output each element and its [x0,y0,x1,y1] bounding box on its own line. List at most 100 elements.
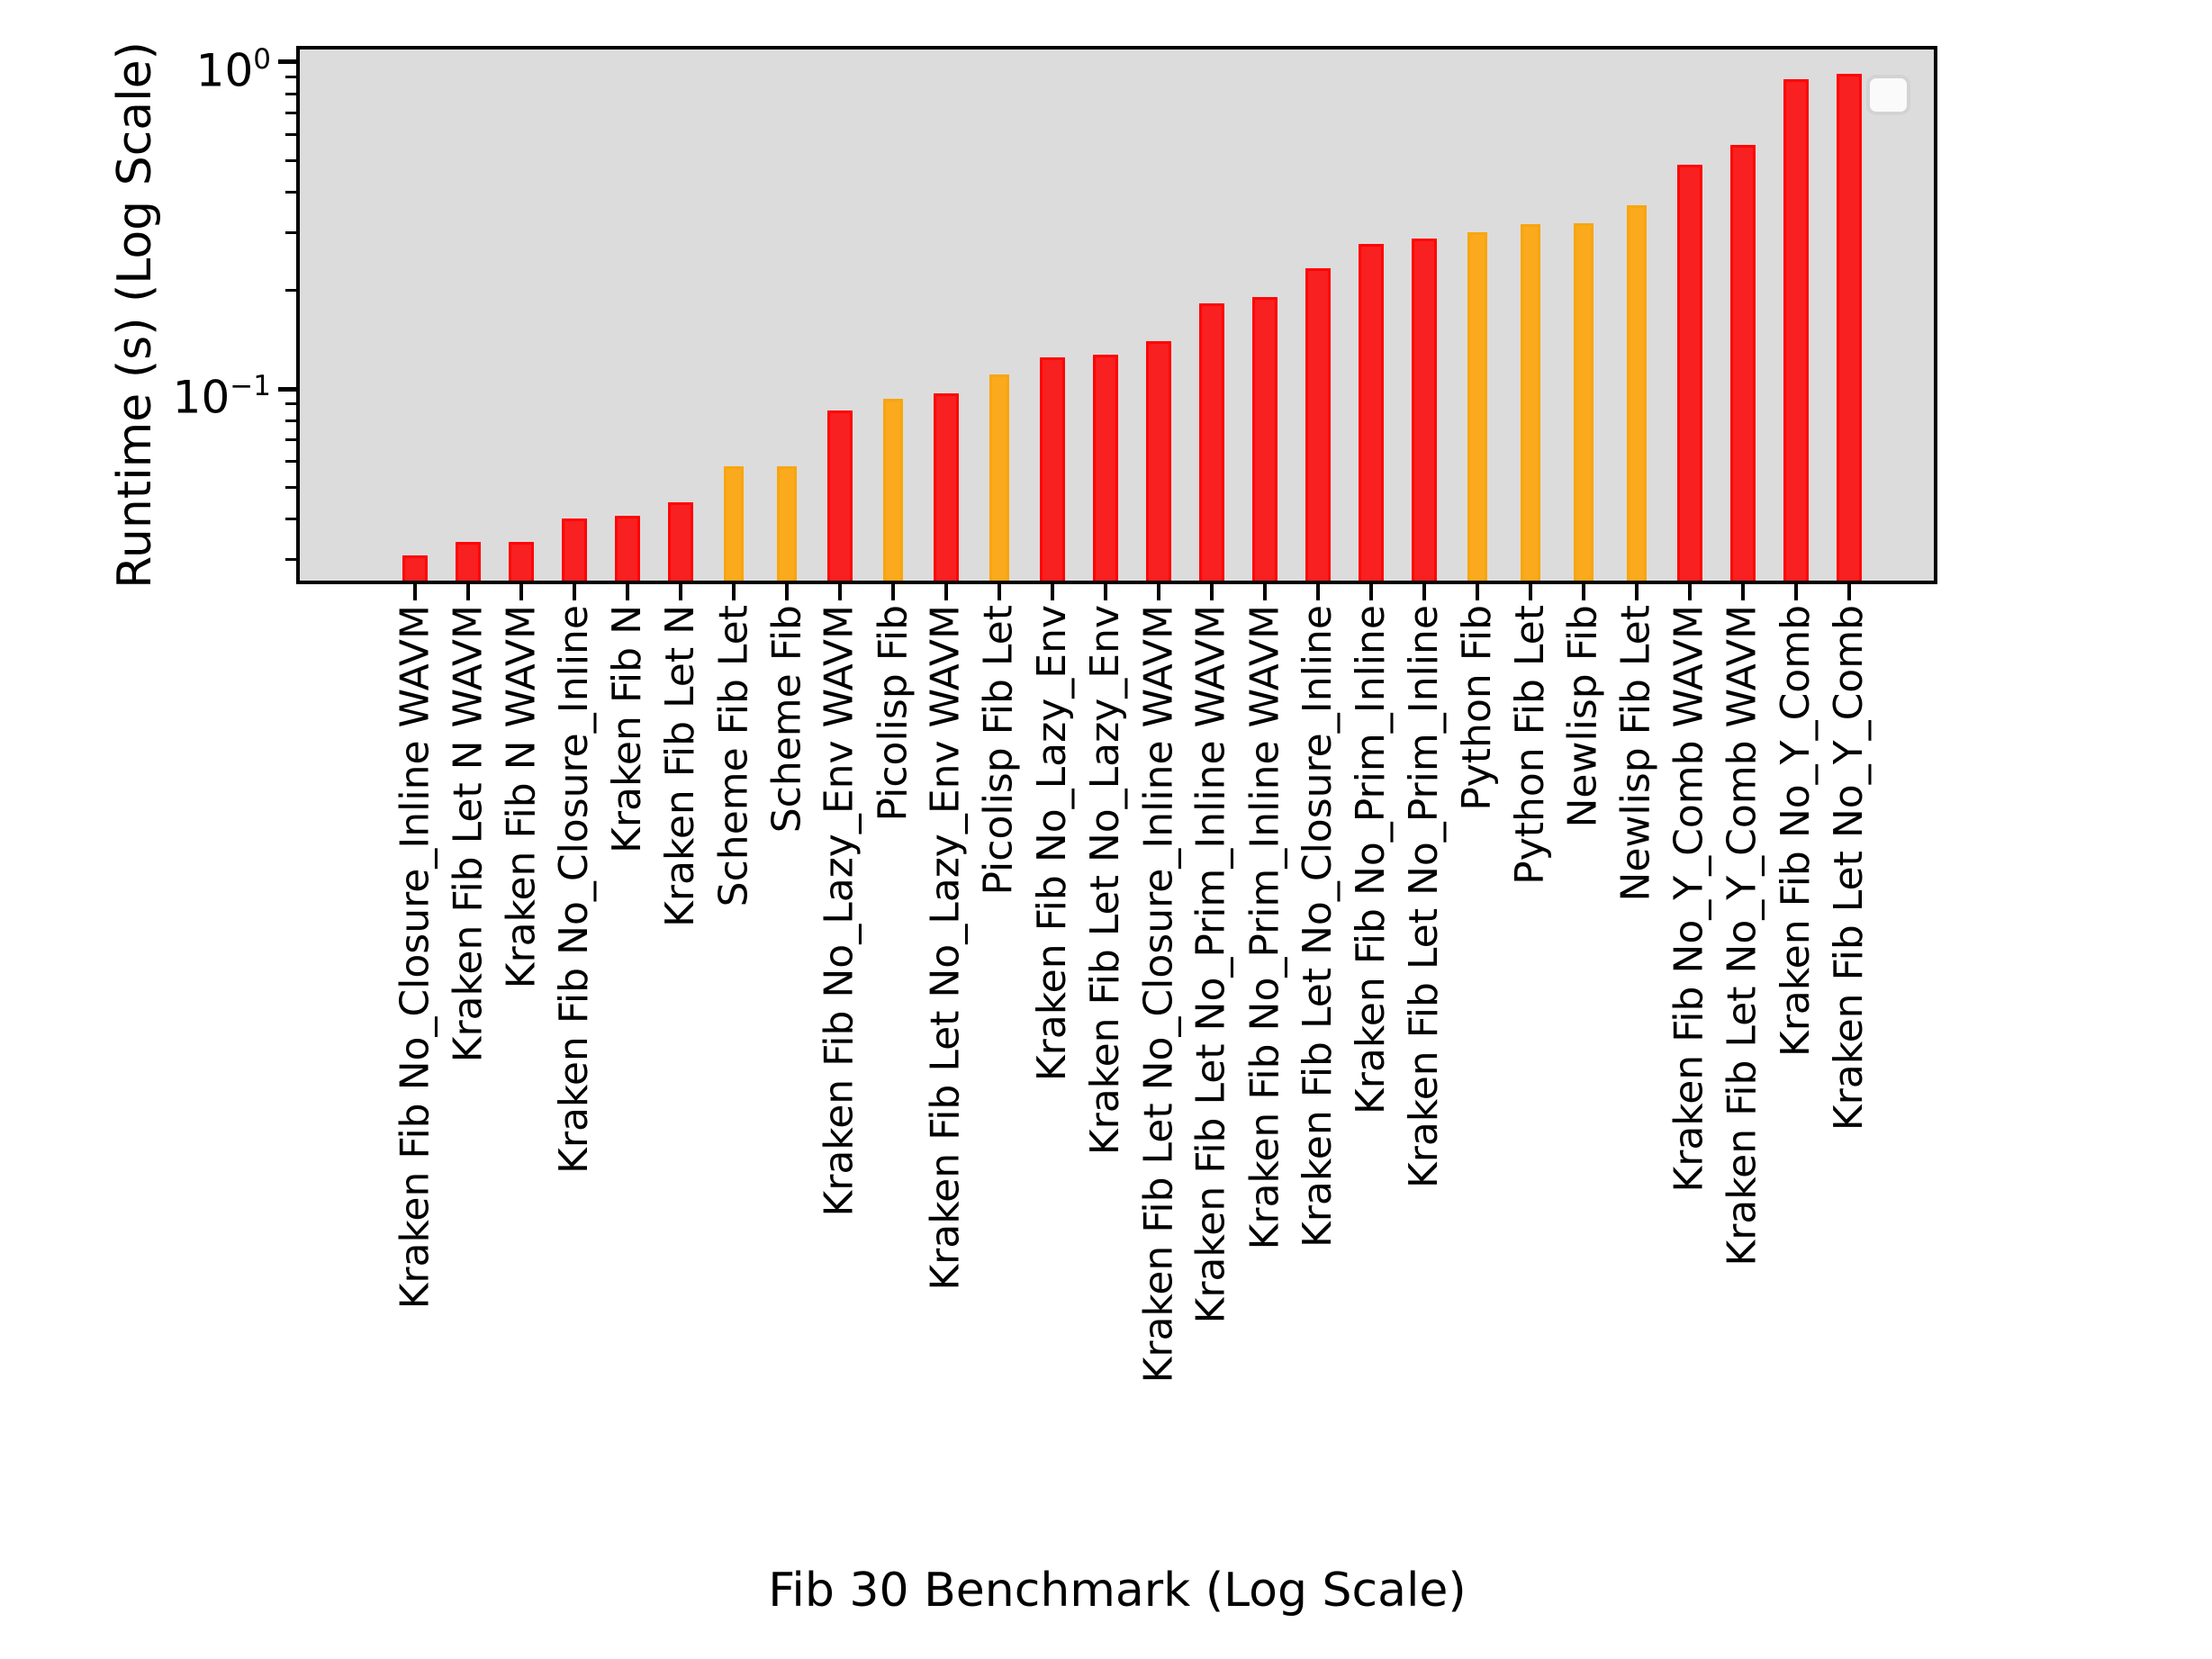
x-tick-mark [626,584,629,600]
x-tick-mark [679,584,682,600]
y-minor-tick-mark [285,111,296,114]
x-tick-mark [1210,584,1214,600]
y-minor-tick-mark [285,190,296,194]
x-tick-mark [785,584,789,600]
bar-kraken-fib-let-no-y-comb [1837,74,1862,581]
bar-scheme-fib [777,466,797,581]
x-tick-mark [1051,584,1054,600]
bar-kraken-fib-n-wavm [509,542,534,581]
x-tick-label: Newlisp Fib Let [1613,605,1659,902]
x-tick-label: Kraken Fib No_Closure_Inline WAVM [392,605,438,1310]
bar-kraken-fib-no-closure-inline-wavm [402,555,428,581]
bar-scheme-fib-let [724,466,744,581]
x-tick-mark [1741,584,1745,600]
bar-kraken-fib-no-prim-inline-wavm [1252,297,1278,581]
x-tick-mark [1688,584,1692,600]
x-tick-label: Kraken Fib Let No_Y_Comb [1826,605,1872,1132]
x-tick-label: Picolisp Fib Let [976,605,1022,896]
y-minor-tick-mark [285,419,296,422]
bar-picolisp-fib-let [989,374,1009,581]
x-tick-mark [1263,584,1267,600]
x-tick-label: Scheme Fib Let [710,605,756,907]
bar-kraken-fib-let-no-closure-inline-wavm [1146,341,1171,581]
bar-kraken-fib-let-no-y-comb-wavm [1730,145,1756,581]
bar-kraken-fib-let-n-wavm [456,542,481,581]
bar-picolisp-fib [883,399,903,581]
x-tick-label: Kraken Fib N [604,605,650,853]
x-tick-label: Kraken Fib No_Lazy_Env WAVM [817,605,862,1217]
legend-box [1866,75,1910,115]
y-axis-title: Runtime (s) (Log Scale) [108,41,162,589]
x-tick-label: Scheme Fib [763,605,809,834]
x-tick-label: Kraken Fib No_Closure_Inline [551,605,597,1174]
y-minor-tick-mark [285,517,296,520]
x-tick-label: Python Fib [1454,605,1500,811]
x-tick-label: Kraken Fib Let N [657,605,703,927]
bar-kraken-fib-no-y-comb [1783,79,1809,581]
bar-python-fib [1467,232,1487,581]
y-minor-tick-mark [285,460,296,464]
bar-kraken-fib-no-lazy-env [1040,357,1065,581]
bar-kraken-fib-let-no-lazy-env-wavm [934,393,959,581]
x-tick-mark [1316,584,1320,600]
x-tick-label: Kraken Fib Let No_Closure_Inline [1295,605,1341,1249]
bar-kraken-fib-let-no-closure-inline [1305,268,1331,581]
x-tick-mark [573,584,576,600]
x-tick-label: Kraken Fib No_Prim_Inline WAVM [1241,605,1287,1250]
x-tick-mark [466,584,470,600]
x-tick-label: Kraken Fib Let N WAVM [445,605,491,1063]
x-tick-mark [1422,584,1426,600]
y-major-tick-mark [278,59,296,65]
y-minor-tick-mark [285,558,296,562]
y-tick-label: 10−1 [172,370,271,424]
x-tick-label: Python Fib Let [1507,605,1553,885]
bar-kraken-fib-no-lazy-env-wavm [827,410,853,581]
y-minor-tick-mark [285,289,296,293]
x-tick-mark [838,584,842,600]
bar-kraken-fib-no-closure-inline [562,518,587,581]
bars-layer [300,50,1934,581]
x-tick-label: Kraken Fib Let No_Prim_Inline WAVM [1188,605,1234,1324]
x-tick-label: Kraken Fib Let No_Prim_Inline [1401,605,1447,1189]
x-tick-mark [1369,584,1373,600]
bar-kraken-fib-let-no-prim-inline [1412,239,1437,581]
x-tick-mark [519,584,523,600]
x-tick-mark [413,584,417,600]
x-tick-mark [1794,584,1798,600]
x-tick-mark [732,584,736,600]
x-tick-mark [1635,584,1639,600]
x-tick-mark [1157,584,1160,600]
x-tick-label: Kraken Fib Let No_Lazy_Env WAVM [923,605,969,1291]
bar-kraken-fib-no-prim-inline [1359,244,1384,581]
x-tick-label: Kraken Fib Let No_Y_Comb WAVM [1720,605,1765,1267]
y-minor-tick-mark [285,76,296,79]
x-tick-mark [891,584,895,600]
y-minor-tick-mark [285,231,296,235]
bar-kraken-fib-let-no-prim-inline-wavm [1199,303,1224,581]
x-tick-label: Kraken Fib No_Y_Comb [1773,605,1819,1058]
x-tick-label: Picolisp Fib [870,605,916,822]
y-minor-tick-mark [285,133,296,137]
y-minor-tick-mark [285,92,296,95]
x-tick-label: Kraken Fib N WAVM [498,605,544,989]
x-tick-mark [944,584,948,600]
y-minor-tick-mark [285,437,296,441]
y-minor-tick-mark [285,402,296,406]
x-tick-mark [1529,584,1532,600]
x-tick-label: Kraken Fib No_Y_Comb WAVM [1666,605,1712,1193]
x-tick-label: Kraken Fib Let No_Closure_Inline WAVM [1135,605,1181,1384]
x-tick-mark [1582,584,1585,600]
x-tick-label: Kraken Fib No_Prim_Inline [1348,605,1394,1115]
bar-newlisp-fib [1574,223,1594,581]
bar-newlisp-fib-let [1627,205,1647,581]
bar-kraken-fib-let-n [668,502,693,581]
x-tick-label: Kraken Fib Let No_Lazy_Env [1082,605,1128,1156]
x-tick-label: Newlisp Fib [1560,605,1606,828]
x-tick-mark [998,584,1001,600]
x-tick-mark [1847,584,1851,600]
bar-kraken-fib-no-y-comb-wavm [1677,165,1702,581]
y-minor-tick-mark [285,158,296,162]
bar-kraken-fib-let-no-lazy-env [1093,355,1118,581]
x-axis-title: Fib 30 Benchmark (Log Scale) [768,1564,1467,1618]
